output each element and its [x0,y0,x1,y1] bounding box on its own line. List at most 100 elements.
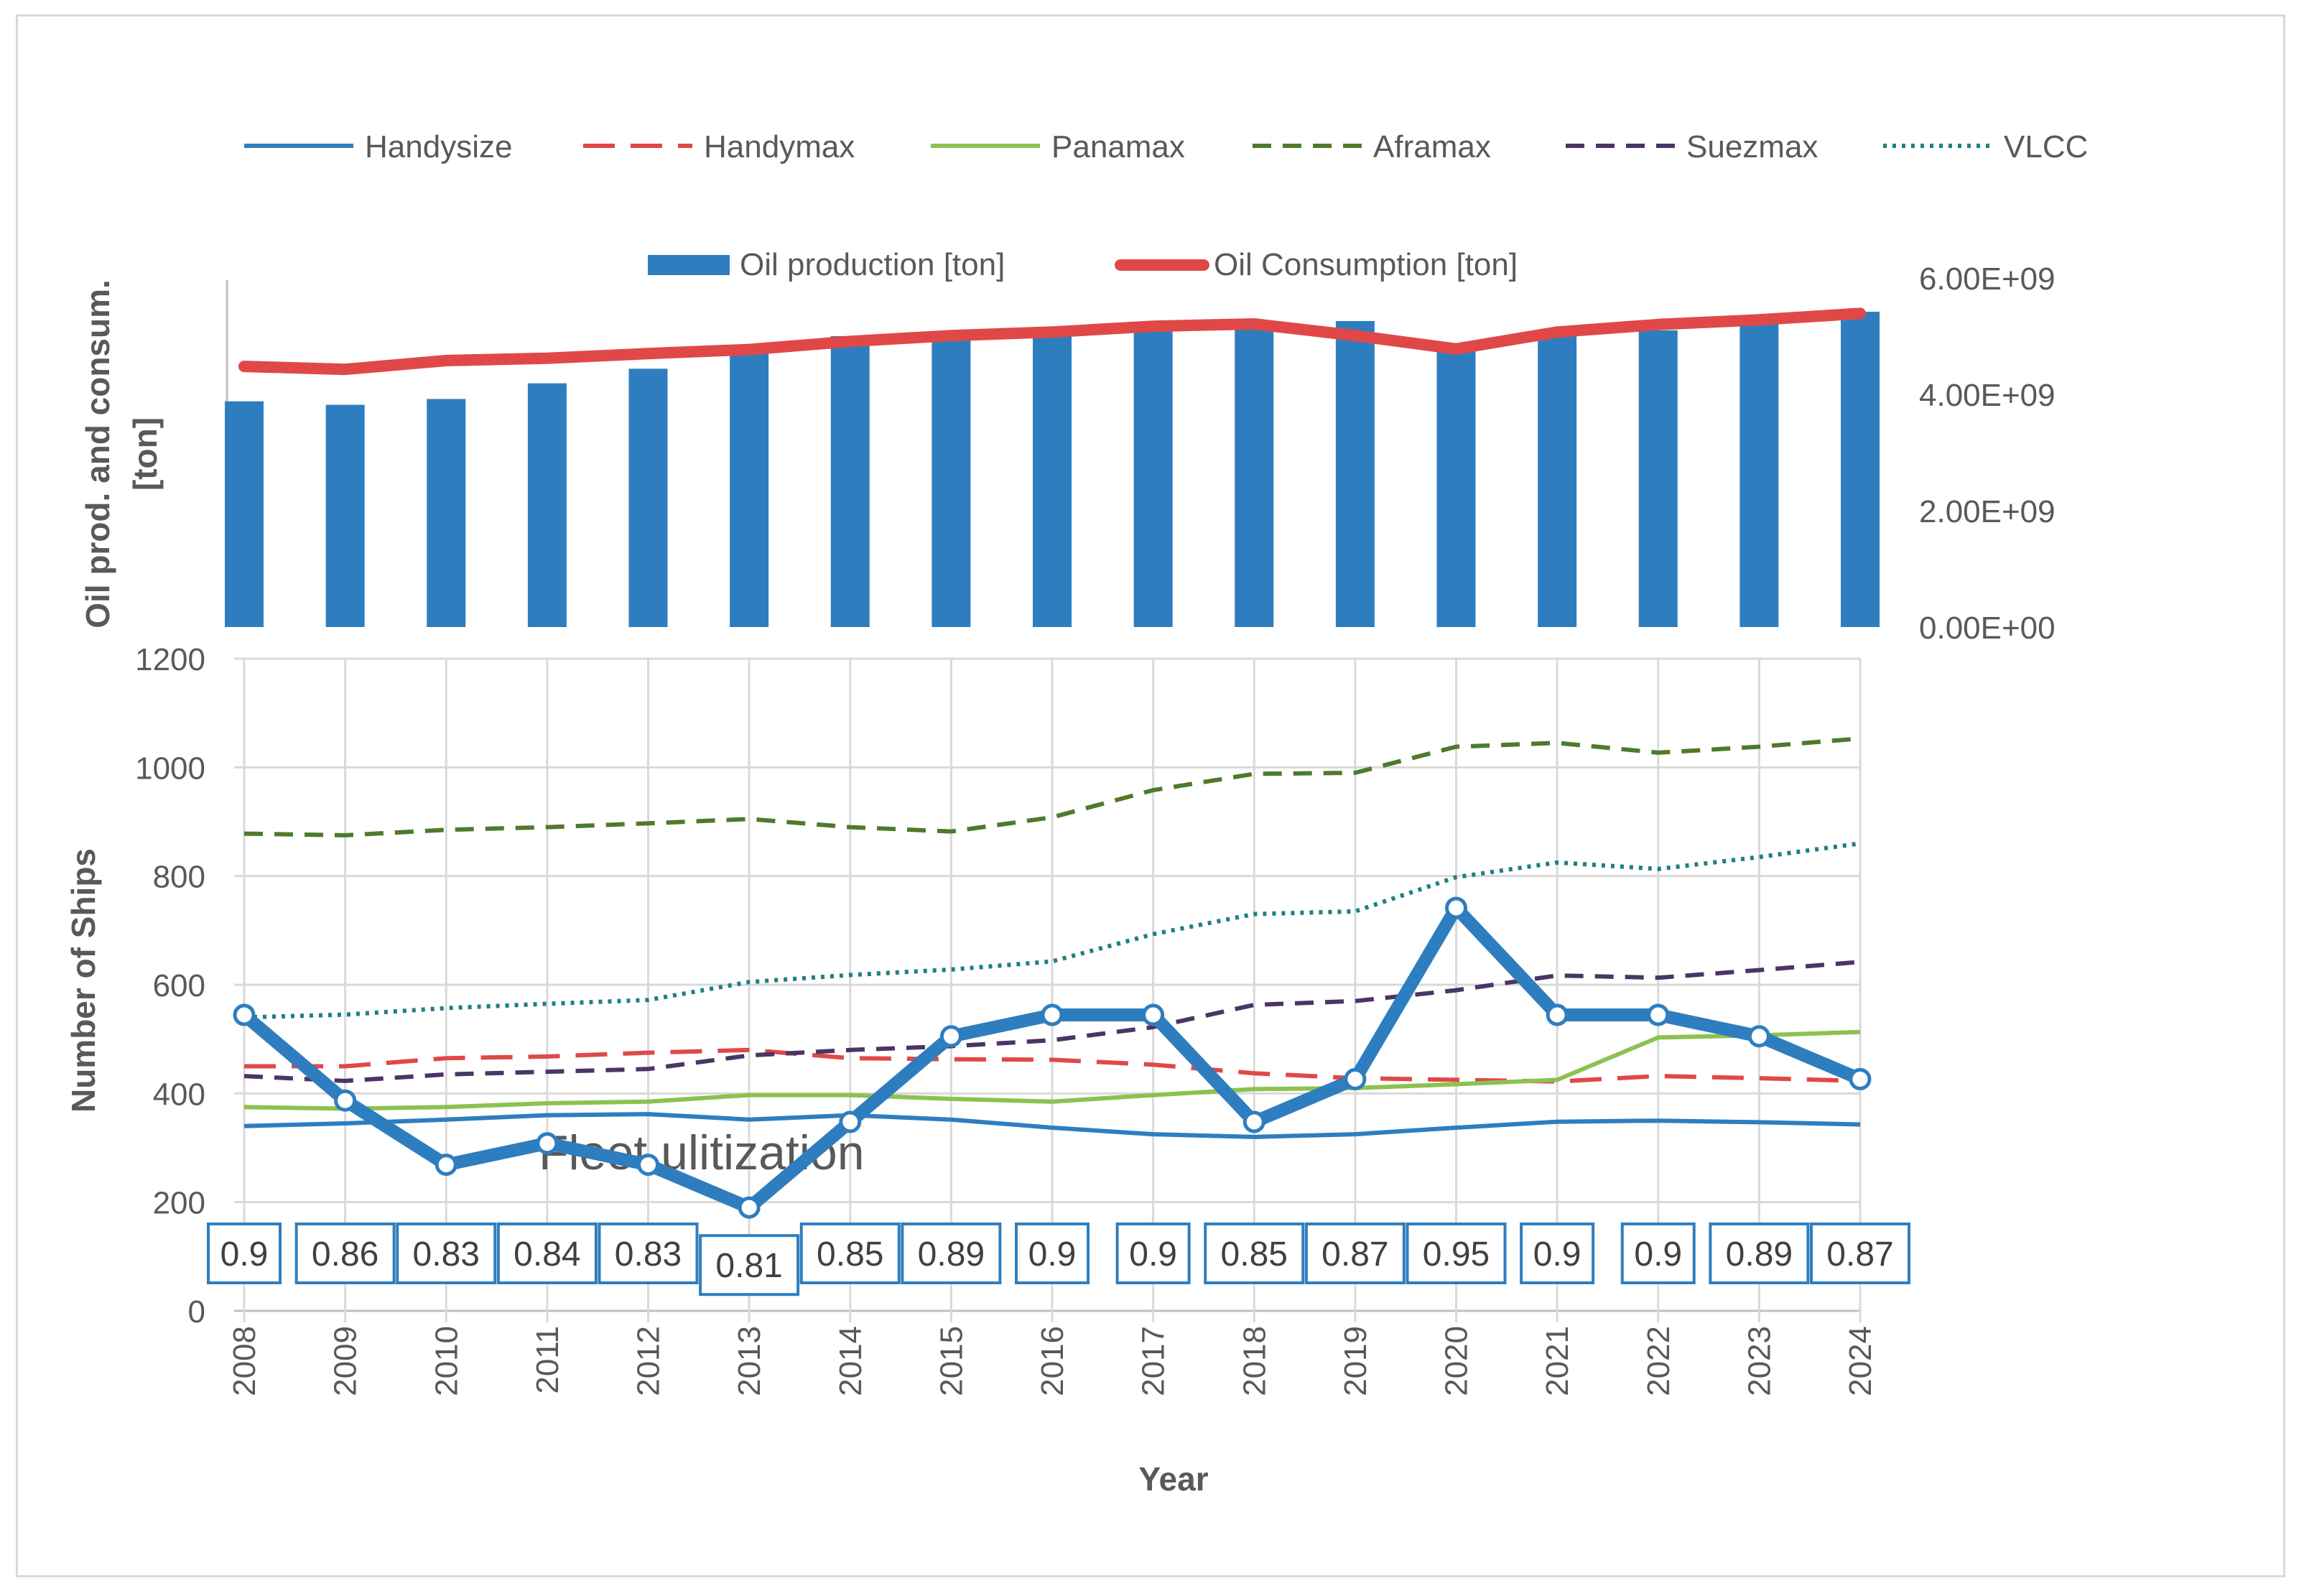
fleet-utilization-label-box [699,1234,800,1296]
top-y-tick-labels: 0.00E+00 2.00E+09 4.00E+09 6.00E+09 [1919,261,2056,646]
fleet-utilization-data-label: 0.85 [817,1235,883,1273]
x-tick-label: 2018 [1237,1326,1272,1396]
fleet-utilization-marker [1445,896,1467,919]
fleet-utilization-label-box [1620,1222,1696,1284]
fleet-utilization-data-label: 0.9 [220,1235,269,1273]
x-tick-label: 2015 [934,1326,969,1396]
fleet-utilization-data-label: 0.81 [715,1247,782,1285]
x-tick-label: 2009 [328,1326,363,1396]
fleet-utilization-marker [435,1154,457,1177]
handysize-line [243,1112,1861,1139]
fleet-utilization-label-box [396,1222,497,1284]
fleet-utilization-label-box [207,1222,282,1284]
top-panel: Oil prod. and consum. [ton] 0.00E+00 2.00… [79,261,2056,646]
top-y-axis-title-line1: Oil prod. and consum. [79,279,116,628]
fleet-utilization-label-box [598,1222,699,1284]
handysize-legend-label: Handysize [365,129,512,164]
oil-production-bar [325,404,365,627]
suezmax-legend-label: Suezmax [1686,129,1818,164]
oil-production-bar [1638,330,1678,627]
fleet-utilization-marker [1747,1025,1770,1048]
x-tick-label: 2019 [1338,1326,1373,1396]
fleet-utilization-marker [939,1025,962,1048]
fleet-utilization-label-box [1015,1222,1090,1284]
oil-production-legend-label: Oil production [ton] [740,247,1005,282]
oil-production-bar [1033,331,1072,627]
fleet-utilization-marker [1647,1003,1670,1026]
panamax-line [243,1029,1861,1111]
fleet-utilization-data-label: 0.9 [1028,1235,1077,1273]
fleet-utilization-label-box [294,1222,396,1284]
fleet-utilization-label-box [901,1222,1002,1284]
oil-production-bar [1436,348,1476,627]
fleet-utilization-marker [334,1089,357,1112]
aframax-legend-label: Aframax [1373,129,1491,164]
fleet-utilization-data-label: 0.87 [1826,1235,1893,1273]
fleet-utilization-label-box [1406,1222,1507,1284]
fleet-utilization-marker [1142,1003,1165,1026]
fleet-utilization-label-box [1304,1222,1406,1284]
top-y-tick-label: 2.00E+09 [1919,494,2056,529]
fleet-utilization-marker [233,1003,256,1026]
fleet-utilization-label-box [1204,1222,1305,1284]
oil-production-bar [1841,311,1880,627]
oil-production-bar [1538,336,1577,627]
fleet-utilization-marker [637,1154,659,1177]
fleet-utilization-marker [1242,1110,1265,1133]
y-tick-label: 1000 [135,751,205,786]
fleet-utilization-data-label: 0.86 [312,1235,378,1273]
oil-production-bar [225,401,264,627]
oil-production-bar [1235,327,1274,627]
fleet-utilization-label-box [496,1222,598,1284]
oil-production-bar [1335,320,1375,627]
fleet-utilization-data-label: 0.89 [1726,1235,1793,1273]
fleet-utilization-data-label: 0.84 [514,1235,580,1273]
fleet-utilization-label-box [1709,1222,1810,1284]
y-tick-label: 400 [153,1077,205,1112]
handymax-legend-label: Handymax [704,129,855,164]
handymax-line [244,1047,1861,1084]
fleet-utilization-data-label: 0.87 [1321,1235,1388,1273]
oil-consumption-series [238,307,1866,376]
fleet-utilization-data-label: 0.83 [413,1235,480,1273]
top-y-axis-title-line2: [ton] [126,417,164,491]
x-tick-label: 2023 [1742,1326,1777,1396]
x-tick-labels: 2008 2009 2010 2011 2012 2013 2014 2015 2016 2017… [227,1326,1878,1396]
oil-production-bar [932,333,971,627]
top-y-tick-label: 0.00E+00 [1919,611,2056,646]
panamax-legend-label: Panamax [1051,129,1185,164]
x-tick-label: 2014 [833,1326,868,1396]
x-tick-label: 2013 [732,1326,767,1396]
fleet-utilization-data-label: 0.9 [1129,1235,1177,1273]
fleet-utilization-data-label: 0.85 [1221,1235,1288,1273]
fleet-utilization-label-box [1810,1222,1910,1284]
fleet-utilization-marker [1546,1003,1569,1026]
top-y-tick-label: 6.00E+09 [1919,261,2056,297]
x-tick-label: 2011 [530,1326,565,1394]
y-tick-label: 800 [153,860,205,895]
bottom-y-tick-labels: 0 200 400 600 800 1000 1200 [135,642,205,1330]
oil-production-bar [1739,317,1779,627]
x-tick-label: 2022 [1641,1326,1676,1396]
y-axis-title: Number of Ships [65,848,102,1113]
fleet-utilization-data-label: 0.9 [1634,1235,1682,1273]
x-tick-label: 2024 [1843,1326,1878,1396]
oil-production-bar [1133,328,1173,627]
fleet-utilization-marker [1849,1067,1872,1090]
chart-frame [16,14,2285,1577]
x-tick-label: 2020 [1439,1326,1474,1396]
ship-series [243,736,1861,1139]
fleet-utilization-marker [839,1110,862,1133]
fleet-utilization-data-label: 0.9 [1533,1235,1581,1273]
x-tick-label: 2012 [631,1326,666,1396]
y-tick-label: 200 [153,1186,205,1221]
y-tick-label: 1200 [135,642,205,677]
oil-consumption-line [238,307,1866,376]
fleet-utilization-marker [1344,1067,1367,1090]
x-tick-label: 2008 [227,1326,262,1396]
fleet-utilization-data-label: 0.95 [1423,1235,1490,1273]
oil-production-bar [730,351,769,627]
y-tick-label: 0 [188,1294,205,1330]
